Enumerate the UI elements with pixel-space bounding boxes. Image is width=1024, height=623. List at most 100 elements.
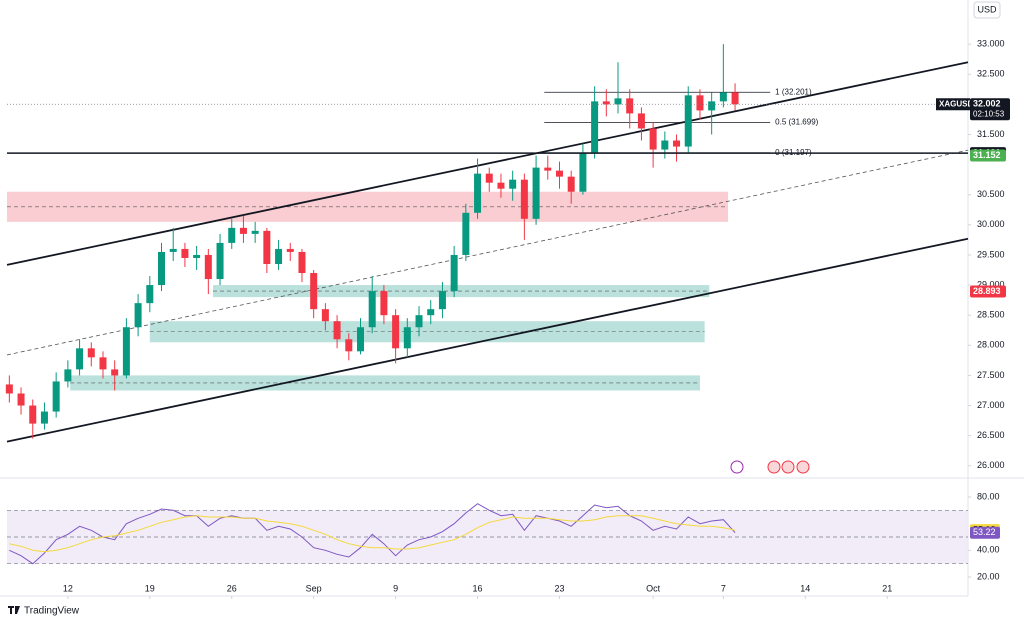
candle-body — [169, 248, 177, 252]
y-tick-label: 31.500 — [977, 129, 1005, 139]
zone — [149, 321, 705, 343]
candle-body — [368, 291, 376, 328]
brand: TradingView — [24, 606, 80, 617]
x-tick-label: 7 — [721, 583, 726, 593]
rsi-band — [7, 510, 968, 564]
currency: USD — [977, 4, 997, 14]
rsi-badge-bg — [970, 526, 1000, 539]
y-tick-label: 26.000 — [977, 460, 1005, 470]
currency-box[interactable] — [973, 1, 1001, 19]
candle-body — [462, 212, 470, 255]
candle-body — [134, 303, 142, 328]
candle-body — [275, 248, 283, 264]
rsi-line — [9, 515, 736, 553]
candle-body — [298, 251, 306, 274]
candle-body — [286, 248, 294, 252]
candle-body — [673, 140, 681, 147]
x-tick-label: 14 — [800, 583, 810, 593]
candle-body — [251, 230, 259, 234]
price-badge: 31.152 — [973, 150, 1001, 160]
event-icon[interactable] — [796, 460, 810, 474]
x-tick-label: 19 — [145, 583, 155, 593]
candle-body — [579, 152, 587, 192]
rsi-tick-label: 80.00 — [977, 491, 1000, 501]
rsi-tick-label: 20.00 — [977, 571, 1000, 581]
candle-body — [158, 251, 166, 286]
rsi-badge: 53.22 — [973, 527, 996, 537]
fib-label: 1 (32.201) — [775, 87, 812, 96]
symbol-badge-bg — [936, 98, 970, 111]
candle-body — [216, 242, 224, 280]
candle-body — [392, 315, 400, 349]
candle-body — [474, 173, 482, 213]
candle-body — [87, 348, 95, 358]
last-price: 32.002 — [973, 99, 1001, 109]
candle-body — [310, 273, 318, 310]
y-tick-label: 32.500 — [977, 69, 1005, 79]
candle-body — [450, 254, 458, 292]
candle-body — [509, 179, 517, 189]
candle-body — [356, 327, 364, 352]
trend-line — [6, 149, 969, 356]
candle-body — [544, 167, 552, 171]
candle-body — [52, 381, 60, 412]
x-tick-label: 21 — [882, 583, 892, 593]
x-tick-label: 23 — [554, 583, 564, 593]
candle-body — [661, 140, 669, 150]
candle-body — [146, 285, 154, 304]
candle-body — [111, 369, 119, 376]
candle-body — [380, 291, 388, 316]
x-tick-label: 16 — [473, 583, 483, 593]
candle-body — [99, 357, 107, 370]
candle-body — [427, 309, 435, 316]
y-tick-label: 28.500 — [977, 310, 1005, 320]
x-tick-label: Sep — [306, 583, 322, 593]
y-tick-label: 27.500 — [977, 370, 1005, 380]
x-tick-label: 26 — [227, 583, 237, 593]
x-tick-label: 9 — [393, 583, 398, 593]
x-tick-label: Oct — [646, 583, 661, 593]
rsi-line — [9, 503, 736, 565]
candle-body — [532, 167, 540, 219]
candle-body — [485, 173, 493, 183]
candle-body — [708, 101, 716, 111]
candle-body — [403, 327, 411, 349]
y-tick-label: 29.500 — [977, 249, 1005, 259]
trend-line — [6, 61, 969, 266]
event-icon[interactable] — [781, 460, 795, 474]
y-tick-label: 26.500 — [977, 430, 1005, 440]
event-icons — [730, 460, 810, 474]
candle-body — [555, 170, 563, 177]
candle-body — [731, 92, 739, 105]
candle-body — [181, 248, 189, 258]
candle-body — [602, 101, 610, 105]
rsi-tick-label: 40.00 — [977, 545, 1000, 555]
candle-body — [228, 227, 236, 243]
candle-body — [626, 98, 634, 114]
candle-body — [696, 95, 704, 111]
candle-body — [614, 98, 622, 105]
fib-label: 0 (31.197) — [775, 148, 812, 157]
price-badge-bg — [970, 285, 1006, 298]
fib-label: 0.5 (31.699) — [775, 118, 818, 127]
candle-body — [193, 254, 201, 258]
price-badge-bg — [970, 149, 1006, 162]
candle-body — [591, 101, 599, 153]
candle-body — [567, 176, 575, 192]
candle-body — [333, 321, 341, 340]
y-tick-label: 29.000 — [977, 279, 1005, 289]
candle-body — [29, 405, 37, 424]
y-tick-label: 33.000 — [977, 39, 1005, 49]
candle-body — [649, 128, 657, 150]
candle-body — [204, 254, 212, 280]
candle-body — [40, 411, 48, 424]
candle-body — [415, 315, 423, 328]
event-icon[interactable] — [730, 460, 744, 474]
trend-line — [6, 237, 969, 443]
candle-body — [637, 113, 645, 129]
x-tick-label: 12 — [63, 583, 73, 593]
brand-logo — [8, 606, 20, 614]
event-icon[interactable] — [767, 460, 781, 474]
candle-body — [122, 327, 130, 376]
